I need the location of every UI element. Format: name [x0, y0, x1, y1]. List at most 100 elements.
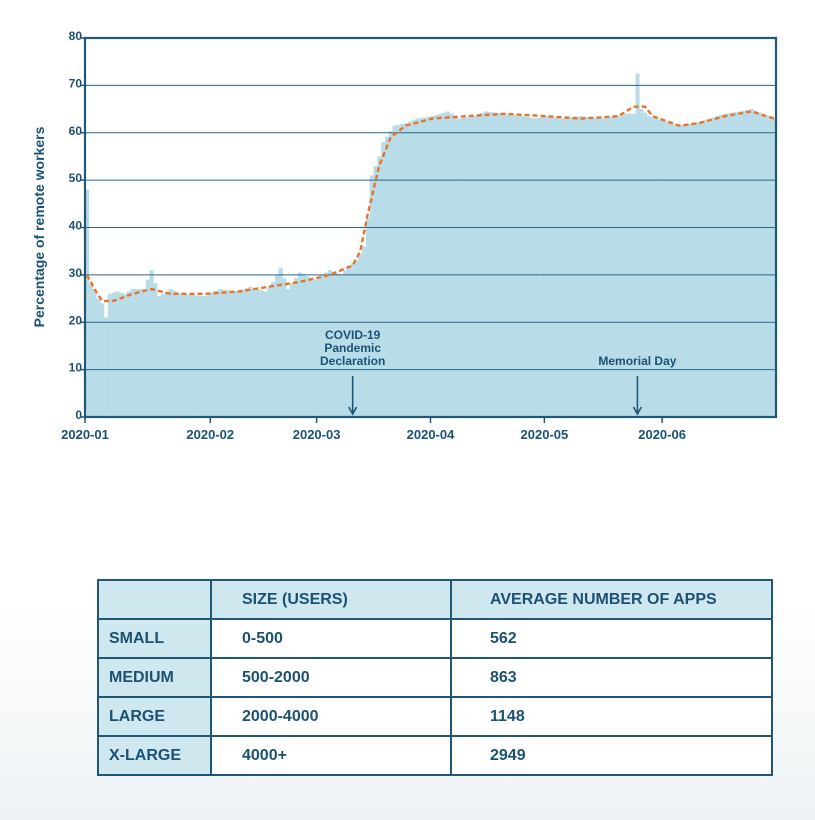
annotation-label: Memorial Day: [598, 354, 676, 368]
daily-bar: [149, 270, 154, 417]
daily-bar: [597, 118, 602, 417]
gridlines: [85, 84, 776, 371]
daily-bar: [495, 112, 500, 417]
y-axis-label: Percentage of remote workers: [31, 126, 47, 327]
daily-bar: [476, 114, 481, 417]
daily-bar: [346, 265, 352, 417]
daily-bar: [570, 117, 576, 418]
daily-bar: [381, 142, 386, 418]
daily-bar: [157, 296, 162, 417]
x-tick-label: 2020-02: [186, 427, 234, 442]
table-cell: 562: [450, 618, 773, 659]
daily-bar: [160, 293, 166, 417]
x-tick-label: 2020-05: [521, 427, 569, 442]
daily-bar: [449, 113, 454, 418]
daily-bar: [400, 124, 405, 417]
daily-bar: [491, 112, 496, 417]
daily-bar: [753, 110, 758, 417]
daily-bar: [88, 284, 93, 417]
table-cell: SMALL: [97, 618, 212, 659]
daily-bar: [327, 270, 333, 417]
daily-bar: [187, 294, 192, 417]
daily-bar: [654, 118, 659, 417]
daily-bar: [305, 276, 310, 417]
daily-bar: [711, 117, 716, 417]
daily-bar: [168, 289, 173, 417]
table-cell: 2949: [450, 735, 773, 776]
daily-bar: [438, 113, 443, 418]
daily-bar: [677, 125, 682, 417]
daily-bar: [172, 290, 177, 417]
daily-bar: [574, 116, 579, 417]
y-tick-label: 0: [75, 408, 82, 422]
daily-bar: [240, 289, 245, 417]
daily-bar: [145, 279, 150, 417]
daily-bar: [206, 294, 211, 417]
daily-bar: [544, 116, 549, 418]
daily-bar: [119, 292, 124, 417]
daily-bar: [487, 111, 492, 418]
daily-bar: [278, 267, 283, 417]
daily-bar: [460, 117, 465, 417]
y-tick-label: 60: [69, 124, 83, 138]
daily-bar: [540, 116, 545, 418]
daily-bar: [730, 112, 735, 418]
daily-bar: [703, 119, 708, 417]
daily-bar: [457, 118, 462, 417]
daily-bar: [198, 295, 203, 417]
daily-bar: [320, 274, 325, 418]
daily-bar: [521, 116, 526, 418]
daily-bar: [582, 116, 587, 417]
daily-bar: [411, 120, 416, 418]
daily-bar: [225, 290, 230, 417]
daily-bar: [692, 123, 697, 418]
daily-bar: [757, 112, 762, 417]
daily-bar: [696, 122, 701, 417]
daily-bar: [293, 278, 298, 417]
daily-bar: [464, 117, 469, 417]
daily-bar: [248, 286, 253, 417]
table-cell: X-LARGE: [97, 735, 212, 776]
daily-bar: [377, 156, 382, 417]
daily-bar: [324, 272, 329, 417]
daily-bar: [195, 295, 200, 417]
daily-bar: [445, 111, 450, 418]
y-tick-label: 10: [69, 361, 83, 375]
daily-bar: [605, 117, 610, 417]
daily-bar: [665, 122, 670, 417]
daily-bar: [722, 113, 727, 418]
daily-bar: [639, 109, 644, 417]
daily-bar: [392, 125, 397, 417]
daily-bar: [430, 116, 435, 418]
daily-bar: [510, 114, 515, 417]
daily-bar: [551, 117, 557, 417]
daily-bar: [483, 111, 488, 418]
daily-bar: [316, 277, 321, 417]
daily-bar: [624, 113, 629, 418]
daily-bar: [601, 118, 606, 417]
daily-bar: [643, 112, 648, 418]
daily-bar: [662, 120, 667, 417]
daily-bar: [681, 125, 686, 418]
daily-bar: [529, 117, 534, 417]
daily-bar: [388, 131, 393, 418]
daily-bar: [111, 292, 116, 417]
y-tick-label: 40: [69, 219, 83, 233]
daily-bar: [608, 117, 614, 418]
daily-bar: [100, 303, 105, 417]
daily-bar: [396, 124, 401, 417]
daily-bar: [271, 281, 276, 417]
daily-bar: [290, 283, 295, 417]
daily-bar: [274, 274, 279, 418]
table-header-cell: AVERAGE NUMBER OF APPS: [450, 579, 773, 620]
y-tick-label: 50: [69, 171, 83, 185]
annotation-arrow-head: [347, 406, 358, 416]
x-tick-label: 2020-06: [638, 427, 686, 442]
daily-bar: [179, 293, 185, 417]
daily-bar: [658, 119, 663, 417]
daily-bar: [407, 121, 412, 417]
daily-bar: [85, 189, 90, 417]
daily-bar: [309, 277, 314, 417]
daily-bar: [468, 116, 473, 417]
daily-bar: [122, 293, 128, 417]
